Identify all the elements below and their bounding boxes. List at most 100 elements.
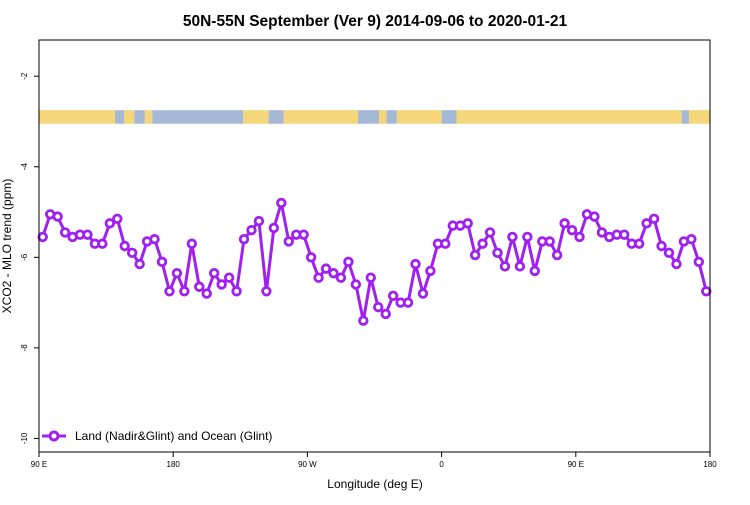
data-point <box>350 279 362 290</box>
y-tick-label: -10 <box>20 432 29 444</box>
data-point <box>686 234 697 245</box>
data-point <box>164 286 175 297</box>
data-point <box>514 261 526 272</box>
surface-band-segment-ocean <box>681 110 690 124</box>
data-point <box>268 222 280 234</box>
data-point <box>104 218 116 229</box>
data-point <box>343 256 354 268</box>
surface-band-segment-land <box>456 110 682 124</box>
data-point <box>194 281 205 292</box>
data-point <box>469 249 481 261</box>
data-point <box>499 261 511 272</box>
data-point <box>574 231 585 243</box>
data-point <box>701 286 712 297</box>
surface-band-segment-ocean <box>358 110 379 124</box>
data-point <box>633 238 645 249</box>
data-point <box>246 224 257 236</box>
data-point <box>223 272 235 283</box>
surface-band-segment-ocean <box>441 110 457 124</box>
data-point <box>126 247 138 258</box>
data-point <box>253 215 265 227</box>
y-tick-label: -6 <box>20 253 29 261</box>
data-point <box>477 238 488 249</box>
data-point <box>589 211 600 222</box>
data-point <box>365 272 376 283</box>
data-point <box>112 213 123 225</box>
x-tick-label: 90 E <box>31 460 47 469</box>
data-point <box>171 267 183 279</box>
x-axis: 90 E 180 90 W 0 90 E 180 <box>31 452 717 469</box>
surface-band-segment-land <box>283 110 359 124</box>
legend: Land (Nadir&Glint) and Ocean (Glint) <box>42 429 272 443</box>
data-point <box>380 308 391 320</box>
x-tick-label: 0 <box>439 460 444 469</box>
data-point <box>529 265 540 277</box>
surface-band-segment-land <box>243 110 269 124</box>
data-point <box>641 218 652 229</box>
data-point <box>522 231 533 243</box>
data-point <box>335 272 347 283</box>
legend-marker-swatch <box>48 430 60 442</box>
data-point <box>619 229 630 240</box>
data-point <box>59 227 71 238</box>
data-point <box>216 279 227 290</box>
x-axis-label: Longitude (deg E) <box>327 477 422 491</box>
data-point <box>358 315 369 326</box>
data-point <box>156 256 168 268</box>
data-point <box>186 238 198 249</box>
data-point <box>231 286 242 297</box>
data-point <box>656 240 667 252</box>
data-point <box>596 227 608 238</box>
surface-band-segment-land <box>144 110 153 124</box>
data-point <box>462 218 473 229</box>
data-point <box>648 213 660 225</box>
data-point <box>298 229 309 240</box>
surface-band-segment-land <box>39 110 116 124</box>
data-point <box>402 297 414 308</box>
surface-band-segment-land <box>123 110 135 124</box>
data-point <box>559 218 570 229</box>
surface-type-band <box>39 110 710 124</box>
x-tick-label: 90 W <box>298 460 317 469</box>
data-point <box>671 258 682 270</box>
data-point <box>134 258 145 270</box>
data-point <box>328 267 339 279</box>
data-point <box>663 247 675 258</box>
legend-label: Land (Nadir&Glint) and Ocean (Glint) <box>75 429 272 443</box>
data-point <box>201 288 212 299</box>
data-point <box>544 236 555 247</box>
data-point <box>566 224 578 236</box>
data-point <box>276 197 287 209</box>
data-point <box>440 238 451 249</box>
data-point <box>97 238 108 249</box>
data-point <box>149 234 160 245</box>
data-point <box>52 211 63 222</box>
surface-band-segment-ocean <box>134 110 145 124</box>
data-point <box>320 263 332 274</box>
surface-band-segment-ocean <box>115 110 124 124</box>
chart-title: 50N-55N September (Ver 9) 2014-09-06 to … <box>183 13 568 30</box>
x-tick-label: 180 <box>703 460 717 469</box>
data-point <box>305 252 317 263</box>
series-layer <box>37 197 712 326</box>
data-point <box>119 240 130 252</box>
data-point <box>283 236 294 247</box>
data-point <box>551 249 563 261</box>
data-point <box>507 231 518 243</box>
data-point <box>238 234 250 245</box>
data-point <box>261 286 272 297</box>
y-axis: -2 -4 -6 -8 -10 <box>20 72 39 444</box>
data-point <box>387 290 399 302</box>
surface-band-segment-land <box>378 110 387 124</box>
surface-band-segment-ocean <box>386 110 397 124</box>
data-point <box>492 247 503 258</box>
data-point <box>179 286 190 297</box>
x-tick-label: 90 E <box>568 460 584 469</box>
surface-band-segment-ocean <box>152 110 244 124</box>
data-point <box>484 227 496 238</box>
plot-frame <box>38 39 711 453</box>
y-axis-label: XCO2 - MLO trend (ppm) <box>0 179 14 314</box>
data-point <box>209 267 220 279</box>
y-tick-label: -8 <box>20 344 29 352</box>
